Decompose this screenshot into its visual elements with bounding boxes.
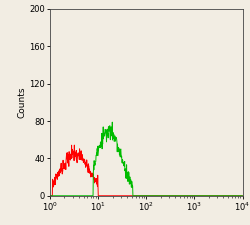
Y-axis label: Counts: Counts [18,87,26,118]
